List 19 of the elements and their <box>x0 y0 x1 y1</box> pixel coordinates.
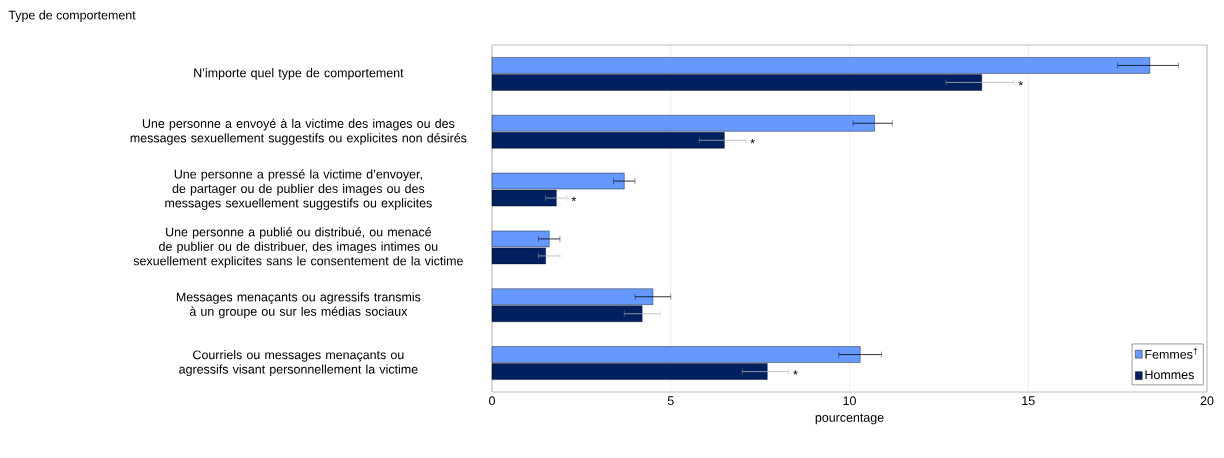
legend-label: Femmes$^{†}$ <box>1145 347 1198 359</box>
x-tick-label: 15 <box>1022 396 1035 406</box>
y-tick-label: Messages menaçants ou agressifs transmis à un groupe ou sur les médias sociaux <box>176 292 421 319</box>
x-tick-label: 10 <box>843 396 856 406</box>
y-tick-label: Courriels ou messages menaçants ou agressifs visant personnellement la victime <box>179 350 418 377</box>
y-tick-label: Une personne a pressé la victime d’envoyer, de partager ou de publier des images ou des messages sexuellement suggestifs ou explicites <box>165 169 432 210</box>
y-tick-label: Une personne a publié ou distribué, ou menacé de publier ou de distribuer, des images intimes ou sexuellement explicites sans le consentement de la victime <box>133 227 463 268</box>
y-tick-label: Une personne a envoyé à la victime des images ou des messages sexuellement suggestifs ou explicites non désirés <box>130 118 467 145</box>
data-label: * <box>571 196 577 202</box>
legend-label: Hommes <box>1145 370 1194 380</box>
y-tick-label: N’importe quel type de comportement <box>194 68 404 80</box>
data-label: * <box>1018 81 1023 86</box>
x-axis-title: pourcentage <box>815 413 884 425</box>
x-tick-label: 5 <box>667 396 674 406</box>
x-tick-label: 20 <box>1200 396 1214 406</box>
data-label: * <box>750 138 755 144</box>
data-label: * <box>793 370 798 375</box>
x-tick-label: 0 <box>489 396 495 406</box>
text: Type de comportement <box>8 10 136 22</box>
